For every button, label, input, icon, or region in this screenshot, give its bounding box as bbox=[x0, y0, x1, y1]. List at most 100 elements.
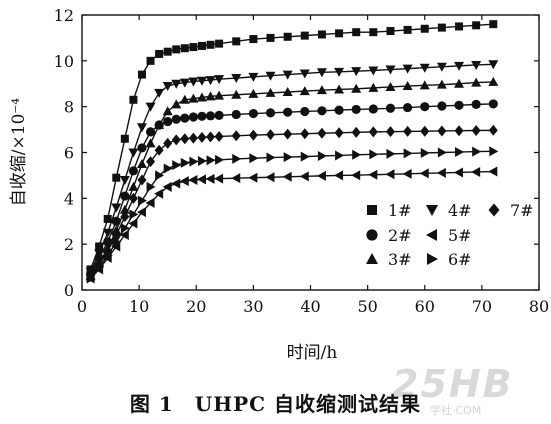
data-point-3 bbox=[351, 83, 362, 93]
data-point-5 bbox=[136, 207, 146, 218]
data-point-2 bbox=[163, 116, 173, 127]
data-point-6 bbox=[215, 154, 225, 165]
data-point-5 bbox=[171, 178, 181, 189]
data-point-2 bbox=[128, 166, 139, 176]
chart-ticks: 0 10 20 30 40 50 60 70 80 0 2 4 6 8 10 12 bbox=[54, 6, 550, 316]
data-point-2 bbox=[145, 127, 156, 137]
data-point-4 bbox=[171, 79, 182, 89]
data-point-3 bbox=[334, 84, 345, 94]
data-point-3 bbox=[265, 87, 276, 97]
data-point-4 bbox=[179, 78, 190, 88]
data-point-7 bbox=[120, 211, 130, 223]
data-point-1 bbox=[317, 30, 326, 39]
data-point-4 bbox=[436, 62, 447, 72]
data-point-7 bbox=[283, 128, 293, 140]
legend-marker bbox=[366, 229, 378, 241]
data-point-1 bbox=[352, 28, 361, 37]
legend-label: 2# bbox=[388, 226, 412, 245]
data-point-5 bbox=[154, 188, 164, 199]
series-markers bbox=[85, 20, 499, 284]
data-point-7 bbox=[334, 127, 344, 139]
data-point-1 bbox=[283, 32, 292, 41]
data-point-6 bbox=[472, 146, 482, 157]
chart-axes bbox=[81, 14, 540, 291]
data-point-6 bbox=[155, 170, 165, 181]
x-tick-label: 10 bbox=[129, 297, 149, 316]
legend-label: 4# bbox=[448, 201, 472, 220]
data-point-1 bbox=[266, 33, 275, 42]
x-tick-label: 0 bbox=[77, 297, 87, 316]
data-point-4 bbox=[162, 82, 173, 92]
data-point-4 bbox=[419, 63, 430, 73]
watermark-sub: 学社·COM bbox=[430, 404, 482, 417]
data-point-6 bbox=[137, 195, 147, 206]
data-point-6 bbox=[455, 147, 465, 158]
data-point-3 bbox=[205, 91, 216, 101]
data-point-4 bbox=[471, 60, 482, 70]
data-point-7 bbox=[188, 132, 198, 144]
data-point-2 bbox=[197, 111, 207, 121]
data-point-2 bbox=[103, 237, 113, 247]
data-point-7 bbox=[128, 192, 138, 204]
data-point-1 bbox=[489, 20, 498, 29]
data-point-7 bbox=[385, 126, 395, 138]
data-point-2 bbox=[283, 107, 293, 117]
data-point-5 bbox=[196, 174, 206, 185]
data-point-1 bbox=[232, 37, 241, 46]
data-point-6 bbox=[437, 147, 447, 158]
data-point-1 bbox=[129, 95, 138, 104]
data-point-3 bbox=[136, 158, 147, 168]
data-point-6 bbox=[120, 223, 130, 234]
data-point-2 bbox=[171, 114, 181, 124]
legend-marker bbox=[426, 229, 437, 241]
data-point-4 bbox=[334, 67, 345, 77]
data-point-1 bbox=[300, 31, 309, 40]
data-point-3 bbox=[188, 93, 199, 103]
data-point-4 bbox=[94, 249, 105, 259]
legend-label: 1# bbox=[388, 201, 412, 220]
data-point-1 bbox=[437, 23, 446, 32]
data-point-6 bbox=[266, 152, 276, 163]
data-point-6 bbox=[163, 163, 173, 174]
data-point-4 bbox=[402, 64, 413, 74]
data-point-7 bbox=[111, 229, 121, 241]
y-tick-label: 10 bbox=[54, 52, 74, 71]
x-tick-label: 70 bbox=[472, 297, 492, 316]
data-point-6 bbox=[386, 148, 396, 159]
data-point-6 bbox=[197, 155, 207, 166]
data-point-7 bbox=[300, 128, 310, 140]
data-point-2 bbox=[403, 102, 413, 113]
data-point-7 bbox=[197, 131, 207, 143]
data-point-6 bbox=[112, 236, 122, 247]
data-point-4 bbox=[385, 65, 396, 75]
data-point-3 bbox=[368, 82, 379, 92]
data-point-1 bbox=[455, 22, 464, 31]
data-point-2 bbox=[231, 109, 241, 120]
data-point-2 bbox=[180, 113, 190, 123]
data-point-5 bbox=[231, 173, 241, 184]
data-point-1 bbox=[95, 242, 104, 251]
data-point-1 bbox=[197, 41, 206, 50]
data-point-5 bbox=[334, 170, 344, 181]
data-point-5 bbox=[385, 169, 395, 180]
data-point-1 bbox=[386, 27, 395, 36]
legend-marker bbox=[427, 253, 438, 265]
data-point-4 bbox=[454, 61, 465, 71]
data-point-6 bbox=[129, 209, 139, 220]
data-point-2 bbox=[111, 216, 121, 226]
data-point-6 bbox=[172, 160, 182, 171]
data-point-5 bbox=[179, 176, 189, 187]
data-point-2 bbox=[300, 106, 310, 117]
data-point-7 bbox=[437, 125, 447, 137]
y-tick-label: 8 bbox=[64, 98, 74, 117]
data-point-1 bbox=[112, 173, 121, 182]
data-point-4 bbox=[136, 123, 147, 133]
data-point-5 bbox=[402, 168, 412, 179]
data-point-6 bbox=[352, 149, 362, 160]
data-point-1 bbox=[472, 21, 481, 30]
data-point-3 bbox=[231, 89, 242, 99]
data-point-4 bbox=[282, 70, 293, 80]
data-point-4 bbox=[154, 88, 165, 98]
data-point-2 bbox=[137, 143, 147, 153]
data-point-7 bbox=[214, 130, 224, 142]
